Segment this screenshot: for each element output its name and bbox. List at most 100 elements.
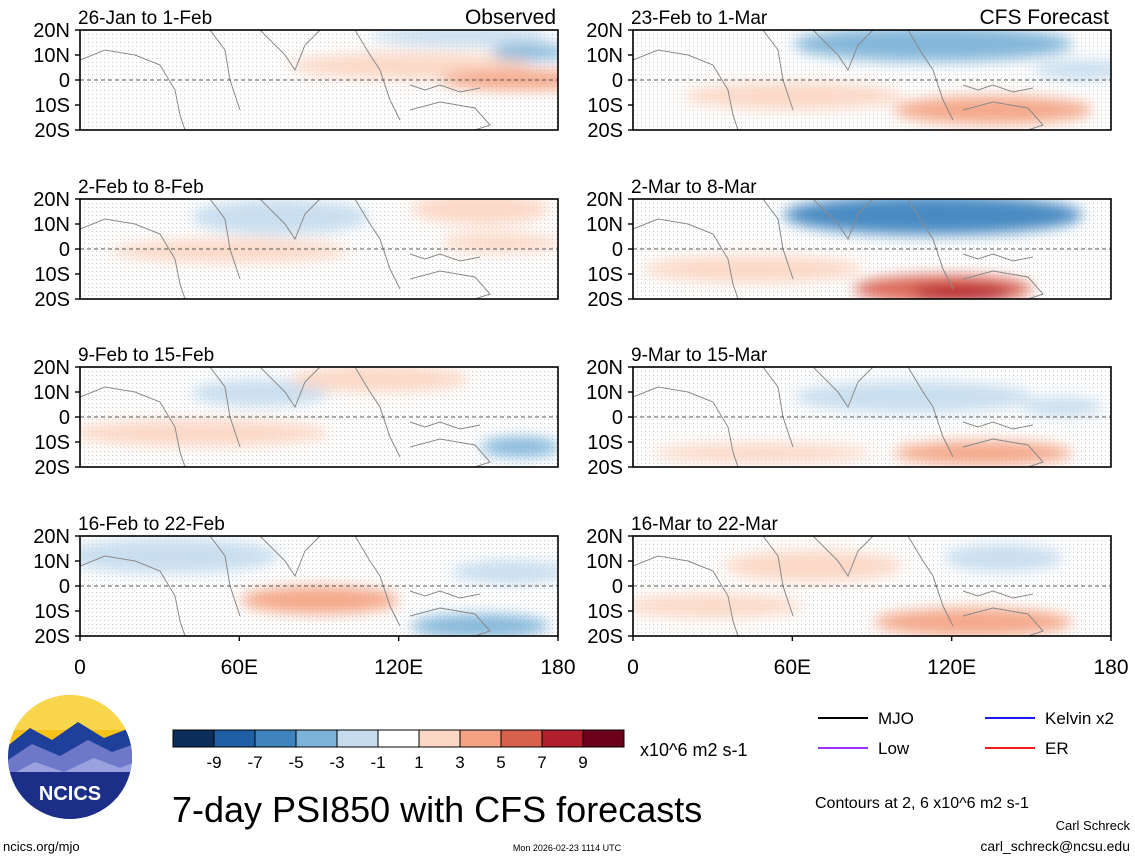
y-tick-label: 20N: [586, 357, 623, 379]
y-tick-label: 10S: [34, 601, 70, 623]
y-tick-label: 20S: [34, 289, 70, 311]
website-link[interactable]: ncics.org/mjo: [3, 839, 80, 854]
author-email[interactable]: carl_schreck@ncsu.edu: [980, 838, 1130, 854]
y-tick-label: 20S: [587, 120, 623, 142]
panel-title: 2-Feb to 8-Feb: [78, 177, 204, 198]
coastline: [633, 536, 1044, 636]
colorbar-swatch: [254, 729, 297, 748]
figure-title: 7-day PSI850 with CFS forecasts: [172, 789, 702, 830]
units-label: x10^6 m2 s-1: [640, 740, 748, 760]
y-tick-label: 20N: [586, 20, 623, 42]
coastline: [80, 367, 491, 467]
colorbar-swatch: [336, 729, 379, 748]
panel-title: 9-Mar to 15-Mar: [631, 345, 768, 366]
colorbar-label: -5: [288, 753, 303, 772]
y-tick-label: 20N: [33, 526, 70, 548]
colorbar-swatch: [377, 729, 420, 748]
y-tick-label: 10S: [34, 432, 70, 454]
y-tick-label: 10N: [33, 551, 70, 573]
x-tick-label: 60E: [221, 656, 258, 679]
y-tick-label: 20N: [33, 189, 70, 211]
y-tick-label: 0: [612, 70, 623, 92]
y-tick-label: 0: [59, 407, 70, 429]
coastline: [633, 199, 1044, 299]
y-tick-label: 20S: [587, 457, 623, 479]
x-tick-label: 120E: [374, 656, 423, 679]
y-tick-label: 10S: [34, 95, 70, 117]
y-tick-label: 0: [612, 576, 623, 598]
legend-item: Kelvin x2: [985, 709, 1114, 728]
timestamp: Mon 2026-02-23 1114 UTC: [513, 843, 622, 853]
coastline: [80, 536, 491, 636]
panel-fc-2: 2-Mar to 8-Mar 20N 10N 0 10S 20S: [586, 177, 1112, 311]
y-tick-label: 10S: [34, 264, 70, 286]
colorbar-label: -3: [329, 753, 344, 772]
y-tick-label: 10S: [587, 264, 623, 286]
coastline: [80, 199, 491, 299]
y-tick-label: 20N: [33, 357, 70, 379]
colorbar-label: 3: [455, 753, 464, 772]
x-tick-label: 0: [74, 656, 86, 679]
panel-obs-1: 26-Jan to 1-Feb Observed 20N 10N 0 10S 20S: [33, 6, 559, 142]
panel-grid: 26-Jan to 1-Feb Observed 20N 10N 0 10S 20S 2-Fe…: [33, 6, 1128, 679]
y-tick-label: 20N: [586, 526, 623, 548]
y-tick-label: 10S: [587, 432, 623, 454]
y-tick-label: 0: [59, 576, 70, 598]
colorbar-swatch: [172, 729, 215, 748]
observed-label: Observed: [465, 6, 556, 29]
ncics-logo: NCICS: [8, 695, 132, 819]
panel-title: 16-Mar to 22-Mar: [631, 514, 778, 535]
colorbar-swatch: [541, 729, 584, 748]
colorbar-label: 1: [414, 753, 423, 772]
y-tick-label: 10S: [587, 95, 623, 117]
colorbar-swatch: [582, 729, 625, 748]
x-tick-label: 180: [1093, 656, 1128, 679]
colorbar: -9 -7 -5 -3 -1 1 3 5 7 9: [172, 729, 625, 772]
legend-item: MJO: [818, 709, 914, 728]
y-tick-label: 0: [59, 70, 70, 92]
contour-note: Contours at 2, 6 x10^6 m2 s-1: [815, 795, 1029, 812]
legend-label: Kelvin x2: [1045, 709, 1114, 728]
y-tick-label: 20N: [33, 20, 70, 42]
y-tick-label: 20S: [34, 457, 70, 479]
legend-label: Low: [878, 739, 910, 758]
legend-label: MJO: [878, 709, 914, 728]
panel-title: 9-Feb to 15-Feb: [78, 345, 214, 366]
author-name: Carl Schreck: [1056, 818, 1131, 833]
y-tick-label: 0: [612, 407, 623, 429]
panel-obs-3: 9-Feb to 15-Feb 20N 10N 0 10S 20S: [33, 345, 559, 479]
panel-title: 2-Mar to 8-Mar: [631, 177, 757, 198]
colorbar-swatch: [459, 729, 502, 748]
colorbar-swatch: [418, 729, 461, 748]
legend-label: ER: [1045, 739, 1069, 758]
y-tick-label: 20S: [34, 626, 70, 648]
colorbar-label: -1: [370, 753, 385, 772]
colorbar-swatch: [295, 729, 338, 748]
x-tick-label: 120E: [927, 656, 976, 679]
panel-title: 26-Jan to 1-Feb: [78, 8, 212, 29]
colorbar-swatch: [213, 729, 256, 748]
coastline: [80, 30, 491, 130]
colorbar-label: 7: [537, 753, 546, 772]
y-tick-label: 10N: [33, 382, 70, 404]
panel-obs-2: 2-Feb to 8-Feb 20N 10N 0 10S 20S: [33, 177, 559, 311]
x-tick-label: 60E: [774, 656, 811, 679]
y-tick-label: 20N: [586, 189, 623, 211]
panel-fc-3: 9-Mar to 15-Mar 20N 10N 0 10S 20S: [586, 345, 1112, 479]
legend: MJO Low Kelvin x2 ER: [818, 709, 1114, 758]
y-tick-label: 0: [612, 239, 623, 261]
colorbar-label: 5: [496, 753, 505, 772]
panel-fc-1: 23-Feb to 1-Mar CFS Forecast 20N 10N 0 10S 20S: [586, 6, 1112, 142]
panel-title: 16-Feb to 22-Feb: [78, 514, 225, 535]
y-tick-label: 20S: [587, 626, 623, 648]
colorbar-label: 9: [578, 753, 587, 772]
y-tick-label: 0: [59, 239, 70, 261]
y-tick-label: 10N: [586, 45, 623, 67]
y-tick-label: 20S: [587, 289, 623, 311]
y-tick-label: 10N: [33, 45, 70, 67]
y-tick-label: 10S: [587, 601, 623, 623]
forecast-label: CFS Forecast: [979, 6, 1109, 29]
